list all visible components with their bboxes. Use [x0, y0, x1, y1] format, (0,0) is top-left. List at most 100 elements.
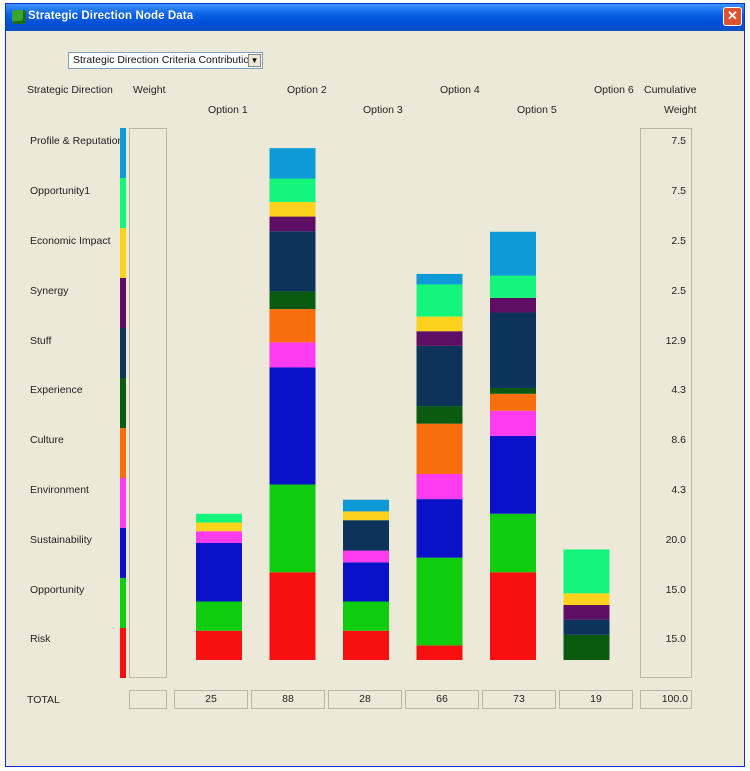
criterion-color-stuff — [120, 328, 126, 378]
criteria-dropdown[interactable]: Strategic Direction Criteria Contributio… — [68, 52, 263, 69]
bar-segment-environment-option-2 — [269, 342, 316, 368]
option-header-3: Option 3 — [363, 104, 403, 116]
bar-segment-economic-impact-option-6 — [563, 593, 610, 606]
cumulative-value: 20.0 — [665, 534, 686, 546]
bar-segment-opportunity-option-2 — [269, 484, 316, 573]
bar-segment-sustainability-option-3 — [343, 562, 389, 602]
total-value-option-3: 28 — [328, 690, 402, 709]
bar-segment-risk-option-3 — [343, 630, 389, 660]
criterion-color-opportunity1 — [120, 178, 126, 228]
option-header-5: Option 5 — [517, 104, 557, 116]
bar-segment-profile-reputation-option-2 — [269, 148, 316, 179]
cumulative-value: 4.3 — [671, 484, 686, 496]
criterion-label-stuff: Stuff — [30, 335, 52, 347]
criterion-label-synergy: Synergy — [30, 285, 69, 297]
cumulative-value: 4.3 — [671, 384, 686, 396]
criterion-color-economic-impact — [120, 228, 126, 278]
bar-segment-opportunity1-option-6 — [563, 549, 610, 594]
criterion-color-environment — [120, 478, 126, 528]
bar-segment-experience-option-6 — [563, 634, 610, 660]
title-bar[interactable]: Strategic Direction Node Data ✕ — [6, 4, 744, 31]
bar-segment-sustainability-option-2 — [269, 367, 316, 485]
dialog-body: Strategic Direction Criteria Contributio… — [8, 31, 742, 764]
chevron-down-icon[interactable]: ▼ — [248, 54, 261, 67]
cumulative-value: 2.5 — [671, 285, 686, 297]
total-value-option-4: 66 — [405, 690, 479, 709]
option-header-6: Option 6 — [594, 84, 634, 96]
bar-segment-culture-option-4 — [416, 423, 463, 474]
criterion-color-profile-reputation — [120, 128, 126, 178]
criterion-label-culture: Culture — [30, 434, 64, 446]
bar-segment-opportunity1-option-4 — [416, 284, 463, 317]
stacked-bar-chart — [196, 148, 610, 660]
total-value-option-1: 25 — [174, 690, 248, 709]
bar-segment-sustainability-option-4 — [416, 499, 463, 558]
bar-segment-stuff-option-3 — [343, 520, 389, 551]
bar-segment-experience-option-2 — [269, 291, 316, 309]
bar-segment-environment-option-1 — [196, 531, 242, 543]
header-weight: Weight — [133, 84, 166, 96]
header-cumulative: Cumulative — [644, 84, 697, 96]
bar-segment-synergy-option-4 — [416, 331, 463, 346]
criterion-label-environment: Environment — [30, 484, 89, 496]
cumulative-value: 7.5 — [671, 135, 686, 147]
bar-segment-environment-option-4 — [416, 473, 463, 500]
bar-segment-economic-impact-option-1 — [196, 522, 242, 532]
criterion-label-profile-reputation: Profile & Reputation — [30, 135, 124, 147]
cumulative-panel — [640, 128, 692, 678]
bar-segment-profile-reputation-option-5 — [490, 231, 536, 276]
bar-segment-environment-option-5 — [490, 410, 536, 436]
criterion-color-synergy — [120, 278, 126, 328]
criterion-label-risk: Risk — [30, 633, 51, 645]
bar-segment-stuff-option-5 — [490, 312, 536, 388]
bar-segment-opportunity1-option-5 — [490, 275, 536, 298]
header-cumulative-weight: Weight — [664, 104, 697, 116]
bar-segment-environment-option-3 — [343, 550, 389, 563]
header-strategic-direction: Strategic Direction — [27, 84, 113, 96]
bar-segment-stuff-option-2 — [269, 231, 316, 292]
total-cumulative-box: 100.0 — [640, 690, 692, 709]
bar-segment-experience-option-4 — [416, 406, 463, 424]
bar-segment-synergy-option-5 — [490, 297, 536, 313]
cumulative-value: 8.6 — [671, 434, 686, 446]
bar-segment-synergy-option-2 — [269, 216, 316, 232]
total-label: TOTAL — [27, 694, 60, 706]
bar-segment-opportunity-option-5 — [490, 513, 536, 573]
criterion-label-experience: Experience — [30, 384, 83, 396]
bar-segment-risk-option-2 — [269, 572, 316, 660]
app-icon — [12, 10, 26, 24]
criterion-color-culture — [120, 428, 126, 478]
dialog-window: Strategic Direction Node Data ✕ Strategi… — [5, 3, 745, 767]
total-value-option-6: 19 — [559, 690, 633, 709]
bar-segment-economic-impact-option-2 — [269, 201, 316, 217]
bar-segment-profile-reputation-option-4 — [416, 273, 463, 285]
bar-segment-opportunity-option-3 — [343, 601, 389, 631]
cumulative-value: 12.9 — [665, 335, 686, 347]
option-header-1: Option 1 — [208, 104, 248, 116]
bar-segment-opportunity-option-4 — [416, 557, 463, 646]
bar-segment-sustainability-option-1 — [196, 543, 242, 602]
criterion-label-opportunity1: Opportunity1 — [30, 185, 91, 197]
criterion-color-experience — [120, 378, 126, 428]
bar-segment-opportunity1-option-2 — [269, 178, 316, 202]
criterion-label-economic-impact: Economic Impact — [30, 235, 111, 247]
bar-segment-risk-option-1 — [196, 630, 242, 660]
close-button[interactable]: ✕ — [723, 7, 742, 26]
bar-segment-culture-option-5 — [490, 393, 536, 411]
bar-segment-opportunity-option-1 — [196, 601, 242, 631]
cumulative-value: 15.0 — [665, 633, 686, 645]
window-title: Strategic Direction Node Data — [28, 10, 194, 22]
bar-segment-risk-option-4 — [416, 645, 463, 660]
cumulative-value: 7.5 — [671, 185, 686, 197]
bar-segment-economic-impact-option-4 — [416, 316, 463, 332]
criterion-label-sustainability: Sustainability — [30, 534, 92, 546]
bar-segment-stuff-option-4 — [416, 345, 463, 407]
criterion-color-risk — [120, 628, 126, 678]
weight-panel — [129, 128, 167, 678]
total-values-row: 25 88 28 66 73 19 — [173, 690, 634, 709]
cumulative-value: 2.5 — [671, 235, 686, 247]
bar-segment-culture-option-2 — [269, 309, 316, 343]
total-weight-box — [129, 690, 167, 709]
criterion-color-sustainability — [120, 528, 126, 578]
option-header-4: Option 4 — [440, 84, 480, 96]
